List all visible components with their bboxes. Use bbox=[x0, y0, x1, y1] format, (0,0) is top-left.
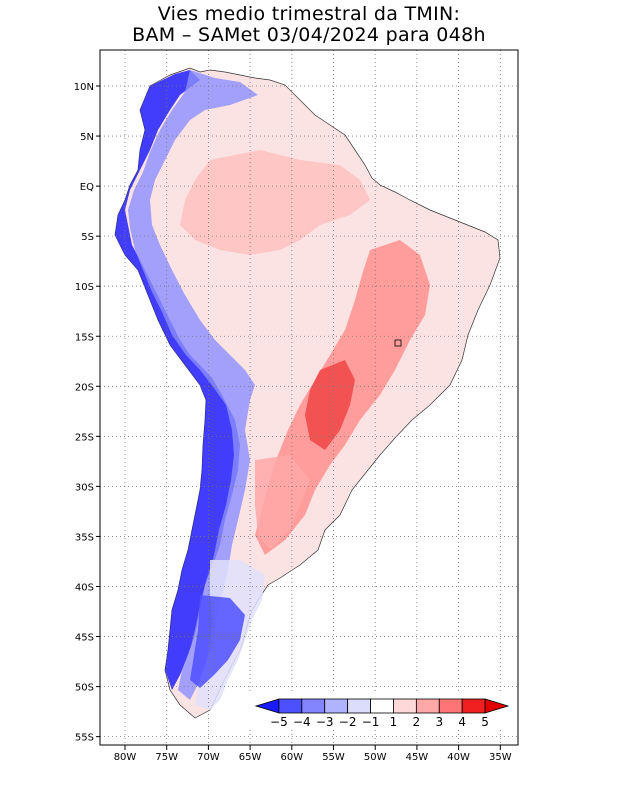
lat-tick-label: EQ bbox=[80, 182, 94, 193]
lon-tick-label: 50W bbox=[364, 752, 387, 763]
colorbar-segment bbox=[393, 698, 417, 714]
lat-tick-label: 5N bbox=[80, 132, 94, 143]
colorbar: −5 −4 −3 −2 −1 1 2 3 4 5 bbox=[248, 693, 516, 729]
colorbar-label: −1 bbox=[362, 715, 380, 729]
lat-tick-label: 15S bbox=[75, 332, 94, 343]
andes-moderate-negative bbox=[128, 70, 258, 700]
lat-tick-label: 10S bbox=[75, 282, 94, 293]
colorbar-segment bbox=[461, 698, 486, 714]
lon-tick-label: 70W bbox=[197, 752, 220, 763]
lake-marker bbox=[394, 339, 402, 347]
lon-tick-label: 55W bbox=[322, 752, 345, 763]
lat-tick-label: 40S bbox=[75, 583, 94, 594]
colorbar-label: 5 bbox=[481, 715, 489, 729]
colorbar-arrow-right bbox=[484, 698, 510, 714]
patagonia-negative bbox=[190, 595, 245, 688]
lon-tick-label: 35W bbox=[489, 752, 512, 763]
map-title-line-2: BAM – SAMet 03/04/2024 para 048h bbox=[132, 24, 486, 46]
lat-tick-label: 25S bbox=[75, 432, 94, 443]
amazon-light-positive bbox=[180, 150, 370, 255]
lat-tick-label: 50S bbox=[75, 683, 94, 694]
colorbar-segment bbox=[370, 698, 394, 714]
colorbar-segment bbox=[415, 698, 440, 714]
lat-tick-label: 55S bbox=[75, 733, 94, 744]
colorbar-segment bbox=[301, 698, 326, 714]
colorbar-label: −5 bbox=[270, 715, 288, 729]
colorbar-label: 2 bbox=[413, 715, 421, 729]
positive-bias-region bbox=[180, 150, 430, 555]
plot-frame bbox=[99, 49, 519, 746]
pampas-positive bbox=[255, 455, 310, 550]
colorbar-label: 3 bbox=[435, 715, 443, 729]
lon-tick-label: 60W bbox=[280, 752, 303, 763]
colorbar-segment bbox=[347, 698, 371, 714]
colorbar-segment bbox=[278, 698, 303, 714]
lon-tick-label: 65W bbox=[239, 752, 262, 763]
colorbar-segment bbox=[324, 698, 349, 714]
colorbar-segment bbox=[438, 698, 463, 714]
longitude-ticks: 80W 75W 70W 65W 60W 55W 50W 45W 40W 35W bbox=[114, 745, 512, 763]
map-grid bbox=[100, 50, 518, 745]
lon-tick-label: 40W bbox=[447, 752, 470, 763]
lon-tick-label: 75W bbox=[155, 752, 178, 763]
colorbar-label: −4 bbox=[293, 715, 311, 729]
lat-tick-label: 20S bbox=[75, 382, 94, 393]
colorbar-label: −2 bbox=[339, 715, 357, 729]
lat-tick-label: 5S bbox=[81, 232, 94, 243]
lat-tick-label: 35S bbox=[75, 532, 94, 543]
colorbar-label: −3 bbox=[316, 715, 334, 729]
lat-tick-label: 30S bbox=[75, 482, 94, 493]
lat-tick-label: 45S bbox=[75, 633, 94, 644]
chaco-strong-positive bbox=[305, 360, 355, 450]
latitude-ticks: 10N 5N EQ 5S 10S 15S 20S 25S 30S 35S 40S 45S 50S 55S bbox=[74, 82, 100, 744]
lat-tick-label: 10N bbox=[74, 82, 94, 93]
colorbar-label: 1 bbox=[390, 715, 398, 729]
lon-tick-label: 80W bbox=[114, 752, 137, 763]
lon-tick-label: 45W bbox=[406, 752, 429, 763]
map-title-line-1: Vies medio trimestral da TMIN: bbox=[157, 3, 461, 25]
colorbar-label: 4 bbox=[458, 715, 466, 729]
